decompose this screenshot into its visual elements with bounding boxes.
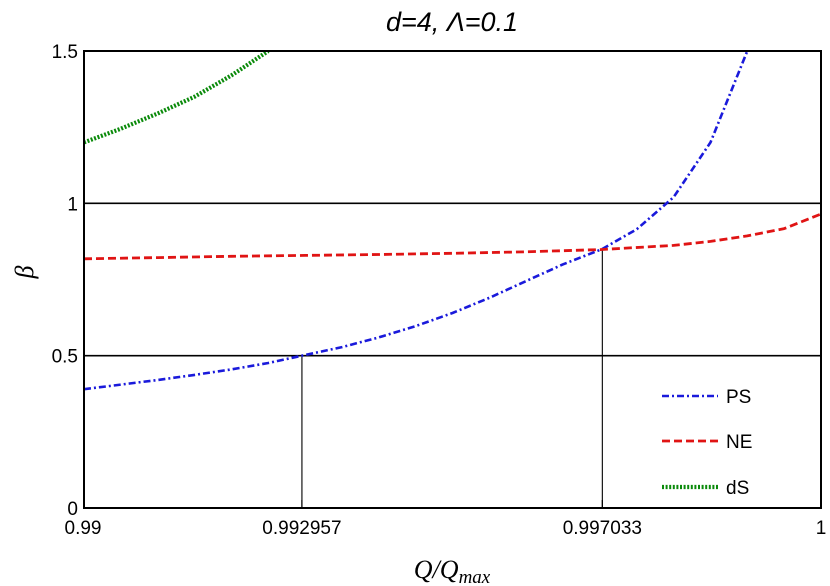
drop-lines: [301, 249, 603, 508]
chart-title: d=4, Λ=0.1: [386, 7, 518, 37]
y-tick-label-3: 1.5: [52, 42, 78, 63]
x-tick-label-1: 0.992957: [262, 518, 341, 539]
x-tick-label-2: 0.997033: [563, 518, 642, 539]
x-axis-label-sub: max: [459, 567, 491, 586]
series-lines: [84, 51, 821, 391]
x-tick-labels: 0.99 0.992957 0.997033 1: [65, 518, 827, 539]
plot-area: [83, 50, 822, 509]
y-axis-label: β: [10, 265, 39, 279]
series-line-ds: [84, 51, 270, 145]
legend-label-ne: NE: [726, 432, 752, 453]
y-tick-label-1: 0.5: [52, 347, 78, 368]
legend: PS NE dS: [662, 387, 752, 499]
y-tick-label-0: 0: [67, 499, 78, 520]
x-tick-label-0: 0.99: [65, 518, 102, 539]
axis-ticks: [83, 50, 822, 509]
gridlines: [84, 202, 821, 357]
series-line-ps: [84, 51, 749, 391]
series-line-ne: [84, 212, 821, 261]
y-tick-labels: 0 0.5 1 1.5: [52, 42, 78, 520]
x-axis-label: Q/Qmax: [414, 555, 491, 586]
plot-frame: [83, 50, 822, 509]
x-axis-label-main: Q/Q: [414, 555, 459, 584]
x-tick-label-3: 1: [816, 518, 827, 539]
legend-label-ds: dS: [726, 478, 749, 499]
legend-label-ps: PS: [726, 387, 751, 408]
y-tick-label-2: 1: [67, 194, 78, 215]
